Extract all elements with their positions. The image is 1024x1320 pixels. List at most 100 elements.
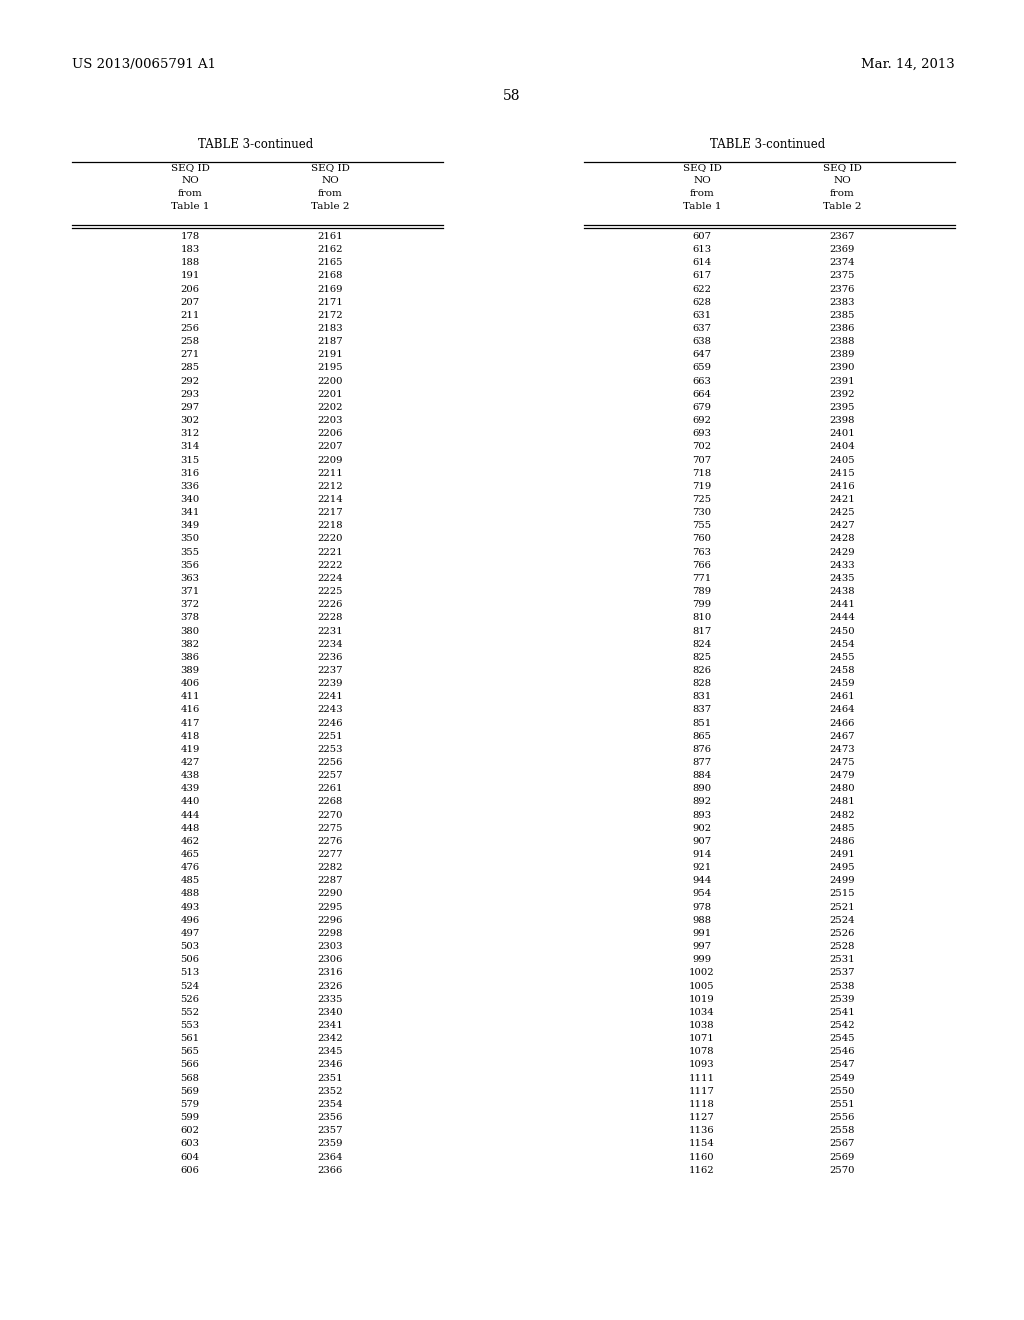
Text: US 2013/0065791 A1: US 2013/0065791 A1 [72, 58, 216, 71]
Text: 350: 350 [180, 535, 200, 544]
Text: 2416: 2416 [829, 482, 855, 491]
Text: SEQ ID: SEQ ID [310, 162, 349, 172]
Text: 663: 663 [692, 376, 712, 385]
Text: 2388: 2388 [829, 337, 855, 346]
Text: 890: 890 [692, 784, 712, 793]
Text: 191: 191 [180, 272, 200, 280]
Text: 2404: 2404 [829, 442, 855, 451]
Text: 2326: 2326 [317, 982, 343, 990]
Text: 2374: 2374 [829, 259, 855, 267]
Text: 2467: 2467 [829, 731, 855, 741]
Text: 2466: 2466 [829, 718, 855, 727]
Text: 386: 386 [180, 653, 200, 661]
Text: 2395: 2395 [829, 403, 855, 412]
Text: 2538: 2538 [829, 982, 855, 990]
Text: 2454: 2454 [829, 640, 855, 648]
Text: 292: 292 [180, 376, 200, 385]
Text: 607: 607 [692, 232, 712, 242]
Text: 2486: 2486 [829, 837, 855, 846]
Text: 2526: 2526 [829, 929, 855, 939]
Text: Table 1: Table 1 [683, 202, 721, 211]
Text: 2429: 2429 [829, 548, 855, 557]
Text: 766: 766 [692, 561, 712, 570]
Text: 513: 513 [180, 969, 200, 977]
Text: 707: 707 [692, 455, 712, 465]
Text: 2290: 2290 [317, 890, 343, 899]
Text: 1154: 1154 [689, 1139, 715, 1148]
Text: 2389: 2389 [829, 350, 855, 359]
Text: 2191: 2191 [317, 350, 343, 359]
Text: 553: 553 [180, 1020, 200, 1030]
Text: NO: NO [322, 176, 339, 185]
Text: 2231: 2231 [317, 627, 343, 635]
Text: 637: 637 [692, 323, 712, 333]
Text: 2218: 2218 [317, 521, 343, 531]
Text: 606: 606 [180, 1166, 200, 1175]
Text: 2435: 2435 [829, 574, 855, 583]
Text: 2225: 2225 [317, 587, 343, 597]
Text: 831: 831 [692, 692, 712, 701]
Text: 2499: 2499 [829, 876, 855, 886]
Text: 315: 315 [180, 455, 200, 465]
Text: 2357: 2357 [317, 1126, 343, 1135]
Text: 496: 496 [180, 916, 200, 925]
Text: 2246: 2246 [317, 718, 343, 727]
Text: 1005: 1005 [689, 982, 715, 990]
Text: 2340: 2340 [317, 1008, 343, 1016]
Text: SEQ ID: SEQ ID [171, 162, 210, 172]
Text: 2226: 2226 [317, 601, 343, 610]
Text: 2187: 2187 [317, 337, 343, 346]
Text: 2428: 2428 [829, 535, 855, 544]
Text: 944: 944 [692, 876, 712, 886]
Text: 565: 565 [180, 1047, 200, 1056]
Text: 954: 954 [692, 890, 712, 899]
Text: 1071: 1071 [689, 1034, 715, 1043]
Text: 719: 719 [692, 482, 712, 491]
Text: 2268: 2268 [317, 797, 343, 807]
Text: Table 2: Table 2 [310, 202, 349, 211]
Text: 2220: 2220 [317, 535, 343, 544]
Text: 679: 679 [692, 403, 712, 412]
Text: from: from [177, 189, 203, 198]
Text: 2203: 2203 [317, 416, 343, 425]
Text: 438: 438 [180, 771, 200, 780]
Text: 2464: 2464 [829, 705, 855, 714]
Text: 2367: 2367 [829, 232, 855, 242]
Text: 569: 569 [180, 1086, 200, 1096]
Text: 659: 659 [692, 363, 712, 372]
Text: 355: 355 [180, 548, 200, 557]
Text: 440: 440 [180, 797, 200, 807]
Text: 826: 826 [692, 667, 712, 675]
Text: 416: 416 [180, 705, 200, 714]
Text: 2545: 2545 [829, 1034, 855, 1043]
Text: 485: 485 [180, 876, 200, 886]
Text: 1162: 1162 [689, 1166, 715, 1175]
Text: 876: 876 [692, 744, 712, 754]
Text: 771: 771 [692, 574, 712, 583]
Text: from: from [689, 189, 715, 198]
Text: 997: 997 [692, 942, 712, 952]
Text: 2475: 2475 [829, 758, 855, 767]
Text: 2549: 2549 [829, 1073, 855, 1082]
Text: 1117: 1117 [689, 1086, 715, 1096]
Text: 2427: 2427 [829, 521, 855, 531]
Text: 465: 465 [180, 850, 200, 859]
Text: 978: 978 [692, 903, 712, 912]
Text: 2459: 2459 [829, 678, 855, 688]
Text: 488: 488 [180, 890, 200, 899]
Text: 2524: 2524 [829, 916, 855, 925]
Text: 2345: 2345 [317, 1047, 343, 1056]
Text: 1118: 1118 [689, 1100, 715, 1109]
Text: 2241: 2241 [317, 692, 343, 701]
Text: 1111: 1111 [689, 1073, 715, 1082]
Text: 2202: 2202 [317, 403, 343, 412]
Text: 2383: 2383 [829, 298, 855, 306]
Text: 817: 817 [692, 627, 712, 635]
Text: 2405: 2405 [829, 455, 855, 465]
Text: 2482: 2482 [829, 810, 855, 820]
Text: 493: 493 [180, 903, 200, 912]
Text: 382: 382 [180, 640, 200, 648]
Text: 2364: 2364 [317, 1152, 343, 1162]
Text: 2392: 2392 [829, 389, 855, 399]
Text: 363: 363 [180, 574, 200, 583]
